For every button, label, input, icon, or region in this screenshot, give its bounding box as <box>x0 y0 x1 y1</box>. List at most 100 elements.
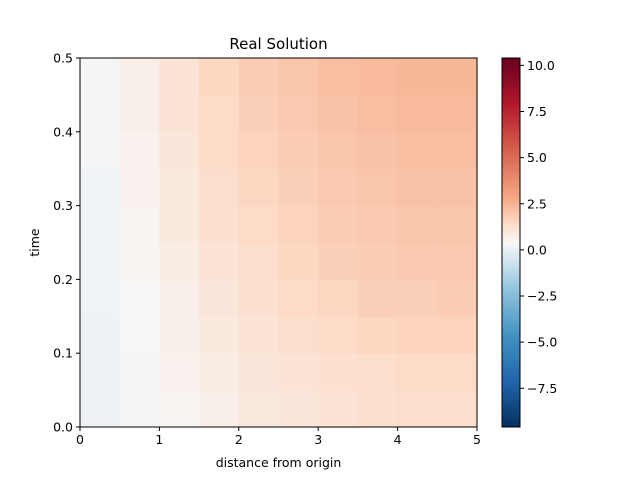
heatmap-cell <box>199 279 240 317</box>
heatmap-cell <box>119 279 160 317</box>
y-tick-label: 0.0 <box>53 420 73 435</box>
heatmap-cell <box>318 94 359 133</box>
heatmap-cell <box>119 316 160 354</box>
y-tick-label: 0.5 <box>53 51 73 66</box>
heatmap-cell <box>357 316 399 354</box>
colorbar-ticks: −7.5 −5.0 −2.5 0.0 2.5 5.0 7.5 10.0 <box>520 58 557 396</box>
colorbar-tick-label: 0.0 <box>527 242 547 257</box>
heatmap-cell <box>199 58 240 96</box>
heatmap-cell <box>119 390 160 428</box>
heatmap-cell <box>80 131 121 170</box>
heatmap-cell <box>80 242 121 280</box>
heatmap-cell <box>397 205 438 244</box>
x-tick-label: 0 <box>76 432 84 447</box>
heatmap-cell <box>119 58 160 96</box>
heatmap-cell <box>437 131 478 170</box>
heatmap-cell <box>318 242 359 280</box>
heatmap-cell <box>238 131 280 170</box>
heatmap-cell <box>159 58 200 96</box>
heatmap-cell <box>80 58 121 96</box>
heatmap-cell <box>159 279 200 317</box>
heatmap-cell <box>159 205 200 244</box>
heatmap-cell <box>318 58 359 96</box>
heatmap-cell <box>119 94 160 133</box>
colorbar-tick-label: −2.5 <box>527 289 557 304</box>
plot-area-frame <box>79 57 478 428</box>
heatmap-cell <box>437 242 478 280</box>
heatmap-cell <box>80 390 121 428</box>
heatmap-cell <box>278 205 319 244</box>
heatmap-cell <box>238 279 280 317</box>
heatmap-cell <box>278 94 319 133</box>
heatmap-cell <box>80 316 121 354</box>
heatmap-cell <box>357 353 399 391</box>
y-tick-label: 0.2 <box>53 272 73 287</box>
heatmap-cell <box>199 353 240 391</box>
heatmap-cell <box>238 58 280 96</box>
x-axis-label: distance from origin <box>216 455 342 470</box>
heatmap-cell <box>397 94 438 133</box>
heatmap-cell <box>397 279 438 317</box>
heatmap-cell <box>80 279 121 317</box>
heatmap-cell <box>318 205 359 244</box>
heatmap-cell <box>397 353 438 391</box>
heatmap-cell <box>357 168 399 207</box>
heatmap-cell <box>278 279 319 317</box>
y-axis-label: time <box>27 228 42 257</box>
heatmap-cell <box>318 353 359 391</box>
heatmap-cell <box>278 131 319 170</box>
heatmap-cell <box>397 242 438 280</box>
heatmap-cell <box>397 58 438 96</box>
heatmap-cell <box>159 94 200 133</box>
heatmap-cell <box>437 390 478 428</box>
heatmap-cell <box>199 205 240 244</box>
heatmap-cell <box>159 131 200 170</box>
heatmap-cell <box>437 353 478 391</box>
heatmap-cell <box>397 131 438 170</box>
x-tick-label: 3 <box>314 432 322 447</box>
colorbar-tick-label: 10.0 <box>527 58 555 73</box>
heatmap-cell <box>199 94 240 133</box>
colorbar-tick-label: 2.5 <box>527 196 547 211</box>
x-tick-label: 4 <box>394 432 402 447</box>
heatmap-cell <box>238 316 280 354</box>
heatmap-cell <box>119 131 160 170</box>
heatmap-cell <box>278 353 319 391</box>
heatmap-cell <box>318 390 359 428</box>
heatmap-cell <box>238 242 280 280</box>
heatmap-cell <box>437 168 478 207</box>
heatmap-cell <box>238 205 280 244</box>
y-tick-label: 0.1 <box>53 346 73 361</box>
heatmap-cell <box>357 94 399 133</box>
heatmap-cell <box>357 205 399 244</box>
heatmap-cell <box>318 279 359 317</box>
heatmap-cell <box>318 168 359 207</box>
x-axis-ticks: 0 1 2 3 4 5 <box>76 427 481 447</box>
heatmap-cell <box>159 168 200 207</box>
heatmap-cell <box>397 168 438 207</box>
heatmap-cell <box>80 94 121 133</box>
heatmap-cell <box>357 131 399 170</box>
heatmap-cell <box>199 131 240 170</box>
heatmap-cell <box>318 131 359 170</box>
heatmap-cell <box>278 168 319 207</box>
y-axis-ticks: 0.0 0.1 0.2 0.3 0.4 0.5 <box>53 51 80 435</box>
heatmap-cell <box>318 316 359 354</box>
heatmap-cell <box>397 316 438 354</box>
heatmap-cells <box>80 58 478 428</box>
heatmap-cell <box>357 390 399 428</box>
heatmap-cell <box>357 58 399 96</box>
heatmap-cell <box>278 316 319 354</box>
heatmap-cell <box>199 242 240 280</box>
heatmap-cell <box>437 316 478 354</box>
colorbar-tick-label: −5.0 <box>527 335 557 350</box>
x-tick-label: 1 <box>155 432 163 447</box>
heatmap-cell <box>238 168 280 207</box>
heatmap-cell <box>119 205 160 244</box>
heatmap-cell <box>80 353 121 391</box>
colorbar-tick-label: −7.5 <box>527 381 557 396</box>
heatmap-cell <box>397 390 438 428</box>
heatmap-cell <box>238 94 280 133</box>
heatmap-cell <box>159 390 200 428</box>
